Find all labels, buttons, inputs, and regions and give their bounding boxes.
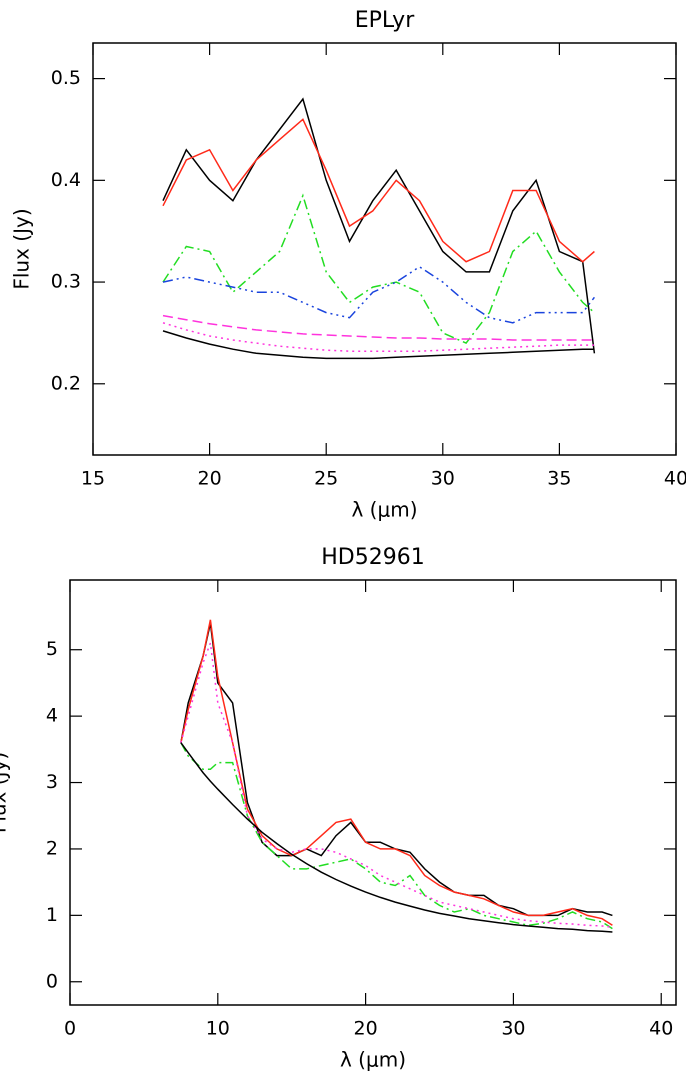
y-tick-label: 0 [46,970,58,992]
y-tick-label: 2 [46,837,58,859]
series-line [180,742,613,933]
series-line [162,118,595,263]
x-tick-label: 25 [314,468,338,490]
series-line [180,642,613,929]
x-tick-label: 15 [81,468,105,490]
plot-frame [92,42,677,456]
series-line [162,265,595,324]
y-tick-label: 0.5 [51,67,81,89]
series-line [162,322,595,352]
x-tick-label: 30 [501,1018,525,1040]
y-axis-title: Flux (Jy) [0,752,11,833]
x-tick-label: 10 [206,1018,230,1040]
chart-title: EPLyr [355,8,415,33]
x-axis-title: λ (μm) [340,1048,406,1072]
x-tick-label: 35 [547,468,571,490]
y-axis-title: Flux (Jy) [10,208,34,289]
y-tick-label: 4 [46,705,58,727]
series-line [162,193,595,345]
series-line [162,97,596,354]
series-line [162,314,595,341]
y-tick-label: 0.2 [51,372,81,394]
x-axis-title: λ (μm) [351,498,417,522]
x-tick-label: 20 [354,1018,378,1040]
series-line [180,623,613,917]
y-tick-label: 3 [46,771,58,793]
x-tick-label: 30 [431,468,455,490]
plot-frame [69,579,677,1006]
y-tick-label: 0.4 [51,169,81,191]
x-tick-label: 20 [198,468,222,490]
x-tick-label: 0 [64,1018,76,1040]
y-tick-label: 1 [46,904,58,926]
x-tick-label: 40 [664,468,686,490]
series-line [180,619,613,926]
y-tick-label: 0.3 [51,271,81,293]
series-line [162,330,595,360]
chart-title: HD52961 [321,545,424,570]
x-tick-label: 40 [649,1018,673,1040]
y-tick-label: 5 [46,638,58,660]
series-line [180,742,613,930]
